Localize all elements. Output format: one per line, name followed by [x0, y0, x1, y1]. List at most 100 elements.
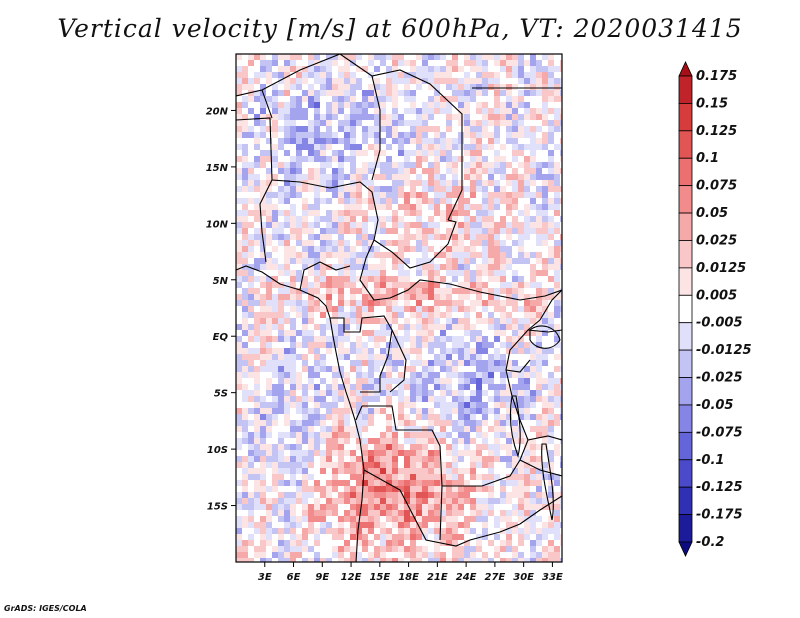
field-cell [374, 492, 380, 498]
field-cell [326, 426, 332, 432]
field-cell [368, 408, 374, 414]
field-cell [374, 468, 380, 474]
field-cell [386, 414, 392, 420]
field-cell [242, 126, 248, 132]
field-cell [410, 60, 416, 66]
field-cell [554, 90, 560, 96]
field-cell [248, 138, 254, 144]
field-cell [500, 264, 506, 270]
lat-label: 20N [206, 106, 229, 117]
field-cell [368, 288, 374, 294]
field-cell [362, 132, 368, 138]
field-cell [404, 372, 410, 378]
field-cell [470, 528, 476, 534]
field-cell [482, 306, 488, 312]
field-cell [422, 162, 428, 168]
field-cell [398, 276, 404, 282]
field-cell [518, 330, 524, 336]
field-cell [554, 396, 560, 402]
field-cell [392, 222, 398, 228]
field-cell [428, 90, 434, 96]
field-cell [488, 138, 494, 144]
field-cell [386, 228, 392, 234]
field-cell [488, 522, 494, 528]
field-cell [434, 108, 440, 114]
field-cell [428, 546, 434, 552]
field-cell [338, 462, 344, 468]
field-cell [416, 336, 422, 342]
field-cell [464, 186, 470, 192]
field-cell [248, 306, 254, 312]
field-cell [266, 546, 272, 552]
field-cell [554, 258, 560, 264]
field-cell [482, 90, 488, 96]
field-cell [440, 480, 446, 486]
field-cell [326, 210, 332, 216]
field-cell [332, 162, 338, 168]
field-cell [314, 510, 320, 516]
field-cell [524, 438, 530, 444]
field-cell [290, 414, 296, 420]
field-cell [356, 228, 362, 234]
field-cell [440, 342, 446, 348]
field-cell [314, 372, 320, 378]
field-cell [476, 312, 482, 318]
field-cell [434, 330, 440, 336]
field-cell [488, 492, 494, 498]
field-cell [356, 498, 362, 504]
field-cell [548, 168, 554, 174]
field-cell [350, 186, 356, 192]
field-cell [302, 354, 308, 360]
field-cell [554, 246, 560, 252]
field-cell [338, 168, 344, 174]
field-cell [392, 180, 398, 186]
field-cell [362, 96, 368, 102]
field-cell [506, 504, 512, 510]
field-cell [506, 66, 512, 72]
field-cell [302, 54, 308, 60]
field-cell [422, 480, 428, 486]
field-cell [542, 156, 548, 162]
field-cell [470, 144, 476, 150]
field-cell [434, 540, 440, 546]
field-cell [284, 54, 290, 60]
field-cell [350, 204, 356, 210]
field-cell [398, 528, 404, 534]
field-cell [332, 456, 338, 462]
field-cell [506, 318, 512, 324]
field-cell [266, 138, 272, 144]
field-cell [278, 150, 284, 156]
field-cell [458, 486, 464, 492]
field-cell [404, 186, 410, 192]
field-cell [488, 78, 494, 84]
field-cell [422, 318, 428, 324]
field-cell [344, 426, 350, 432]
field-cell [428, 210, 434, 216]
field-cell [260, 96, 266, 102]
field-cell [416, 402, 422, 408]
field-cell [236, 312, 242, 318]
field-cell [476, 468, 482, 474]
field-cell [404, 150, 410, 156]
field-cell [416, 54, 422, 60]
field-cell [416, 300, 422, 306]
field-cell [554, 156, 560, 162]
field-cell [458, 330, 464, 336]
field-cell [242, 330, 248, 336]
field-cell [446, 294, 452, 300]
field-cell [404, 276, 410, 282]
field-cell [272, 174, 278, 180]
field-cell [542, 324, 548, 330]
field-cell [416, 180, 422, 186]
field-cell [452, 228, 458, 234]
field-cell [536, 222, 542, 228]
field-cell [476, 72, 482, 78]
field-cell [494, 450, 500, 456]
field-cell [512, 288, 518, 294]
field-cell [392, 468, 398, 474]
field-cell [266, 150, 272, 156]
field-cell [506, 96, 512, 102]
field-cell [386, 60, 392, 66]
field-cell [380, 432, 386, 438]
field-cell [458, 102, 464, 108]
